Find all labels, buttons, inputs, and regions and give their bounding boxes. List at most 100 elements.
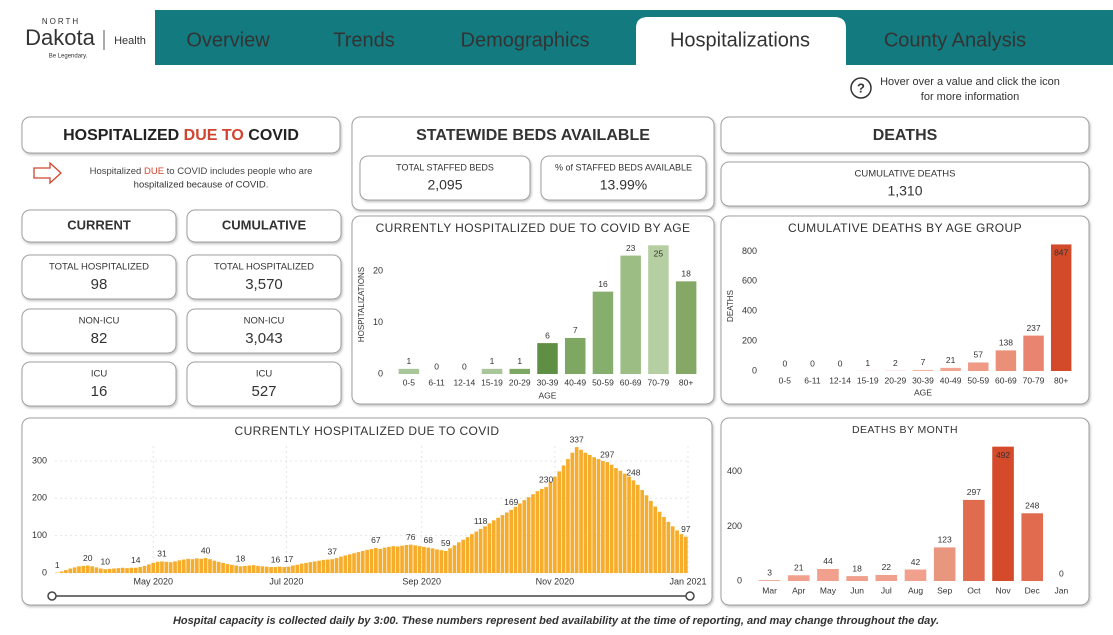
kpi-value: 2,095	[427, 177, 462, 193]
bar	[933, 547, 956, 581]
bar	[635, 484, 640, 573]
data-label: 18	[852, 563, 862, 573]
bar	[116, 568, 121, 573]
bar	[535, 491, 540, 573]
bar	[557, 471, 562, 573]
bar	[291, 565, 295, 573]
bar	[173, 561, 177, 573]
nav-tab[interactable]: Demographics	[461, 29, 590, 51]
bar	[518, 503, 522, 573]
title-part: COVID	[244, 127, 299, 144]
bar	[133, 567, 138, 573]
bar	[151, 562, 156, 573]
note: hospitalized because of COVID.	[134, 180, 269, 191]
y-tick-label: 200	[742, 335, 757, 345]
kpi-card	[540, 155, 707, 201]
y-tick-label: 0	[737, 575, 742, 585]
bar	[439, 550, 444, 573]
bar	[339, 556, 343, 573]
bar	[587, 454, 592, 573]
data-label: 25	[654, 249, 664, 259]
bar	[273, 567, 278, 573]
y-tick-label: 600	[742, 276, 757, 286]
bar	[579, 449, 583, 573]
bar	[138, 567, 142, 573]
bar	[426, 547, 431, 573]
data-label: 97	[681, 524, 691, 534]
bar	[195, 558, 199, 573]
bar	[59, 571, 64, 573]
nav-tab[interactable]: County Analysis	[884, 29, 1026, 51]
bar	[675, 530, 679, 573]
bar	[491, 520, 496, 573]
bar	[203, 558, 208, 573]
x-tick-label: 60-69	[620, 377, 642, 387]
bar	[1023, 335, 1044, 371]
bar	[940, 367, 961, 371]
bar	[483, 526, 487, 573]
data-label: 40	[201, 545, 211, 555]
data-label: 297	[600, 449, 614, 459]
bar	[627, 476, 631, 573]
bar	[509, 509, 514, 573]
x-tick-label: Oct	[967, 585, 981, 595]
data-label: 23	[626, 243, 636, 253]
nav-tab[interactable]: Overview	[186, 29, 270, 51]
bar	[85, 565, 90, 573]
kpi-label: ICU	[256, 369, 273, 380]
kpi-value: 98	[91, 276, 108, 293]
x-axis-label: AGE	[539, 390, 557, 400]
nav-tab[interactable]: Trends	[333, 29, 395, 51]
y-tick-label: 0	[752, 365, 757, 375]
bar	[566, 459, 570, 573]
bar	[243, 565, 247, 573]
y-tick-label: 300	[32, 455, 47, 465]
data-label: 14	[131, 555, 141, 565]
bar	[251, 565, 256, 573]
y-tick-label: 200	[32, 493, 47, 503]
bar	[670, 526, 675, 573]
bar	[404, 544, 409, 573]
x-tick-label: Jul	[881, 585, 892, 595]
data-label: 1	[406, 356, 411, 366]
bar	[234, 565, 239, 573]
bar	[155, 561, 160, 573]
data-label: 57	[974, 350, 984, 360]
bar	[164, 561, 169, 573]
bar	[225, 564, 230, 573]
section-title: STATEWIDE BEDS AVAILABLE	[416, 127, 650, 144]
help-icon[interactable]	[850, 77, 872, 99]
note-part: DUE	[144, 166, 164, 177]
bar	[653, 506, 658, 573]
bar	[90, 566, 94, 573]
bar	[160, 561, 164, 573]
x-tick-label: Dec	[1025, 585, 1041, 595]
slider-handle[interactable]	[47, 591, 57, 601]
chart-panel	[21, 417, 713, 606]
bar	[208, 559, 212, 573]
bar	[334, 558, 339, 573]
data-label: 0	[838, 358, 843, 368]
bar	[846, 576, 868, 581]
data-label: 16	[271, 554, 281, 564]
nav-tab[interactable]: Hospitalizations	[670, 29, 810, 51]
slider-handle[interactable]	[685, 591, 695, 601]
bar	[1050, 244, 1072, 371]
x-tick-label: Apr	[792, 585, 805, 595]
bar	[277, 566, 282, 573]
bar	[539, 488, 544, 573]
bar	[369, 549, 374, 573]
data-label: 68	[424, 535, 434, 545]
kpi-card	[186, 308, 342, 354]
x-tick-label: 12-14	[829, 375, 851, 385]
bar	[282, 567, 287, 573]
data-label: 230	[539, 474, 553, 484]
bar	[614, 468, 618, 573]
bar	[299, 563, 304, 573]
data-label: 492	[996, 450, 1010, 460]
title-part: DUE TO	[184, 127, 244, 144]
bar	[683, 536, 688, 573]
bar	[212, 560, 217, 573]
data-label: 1	[490, 356, 495, 366]
